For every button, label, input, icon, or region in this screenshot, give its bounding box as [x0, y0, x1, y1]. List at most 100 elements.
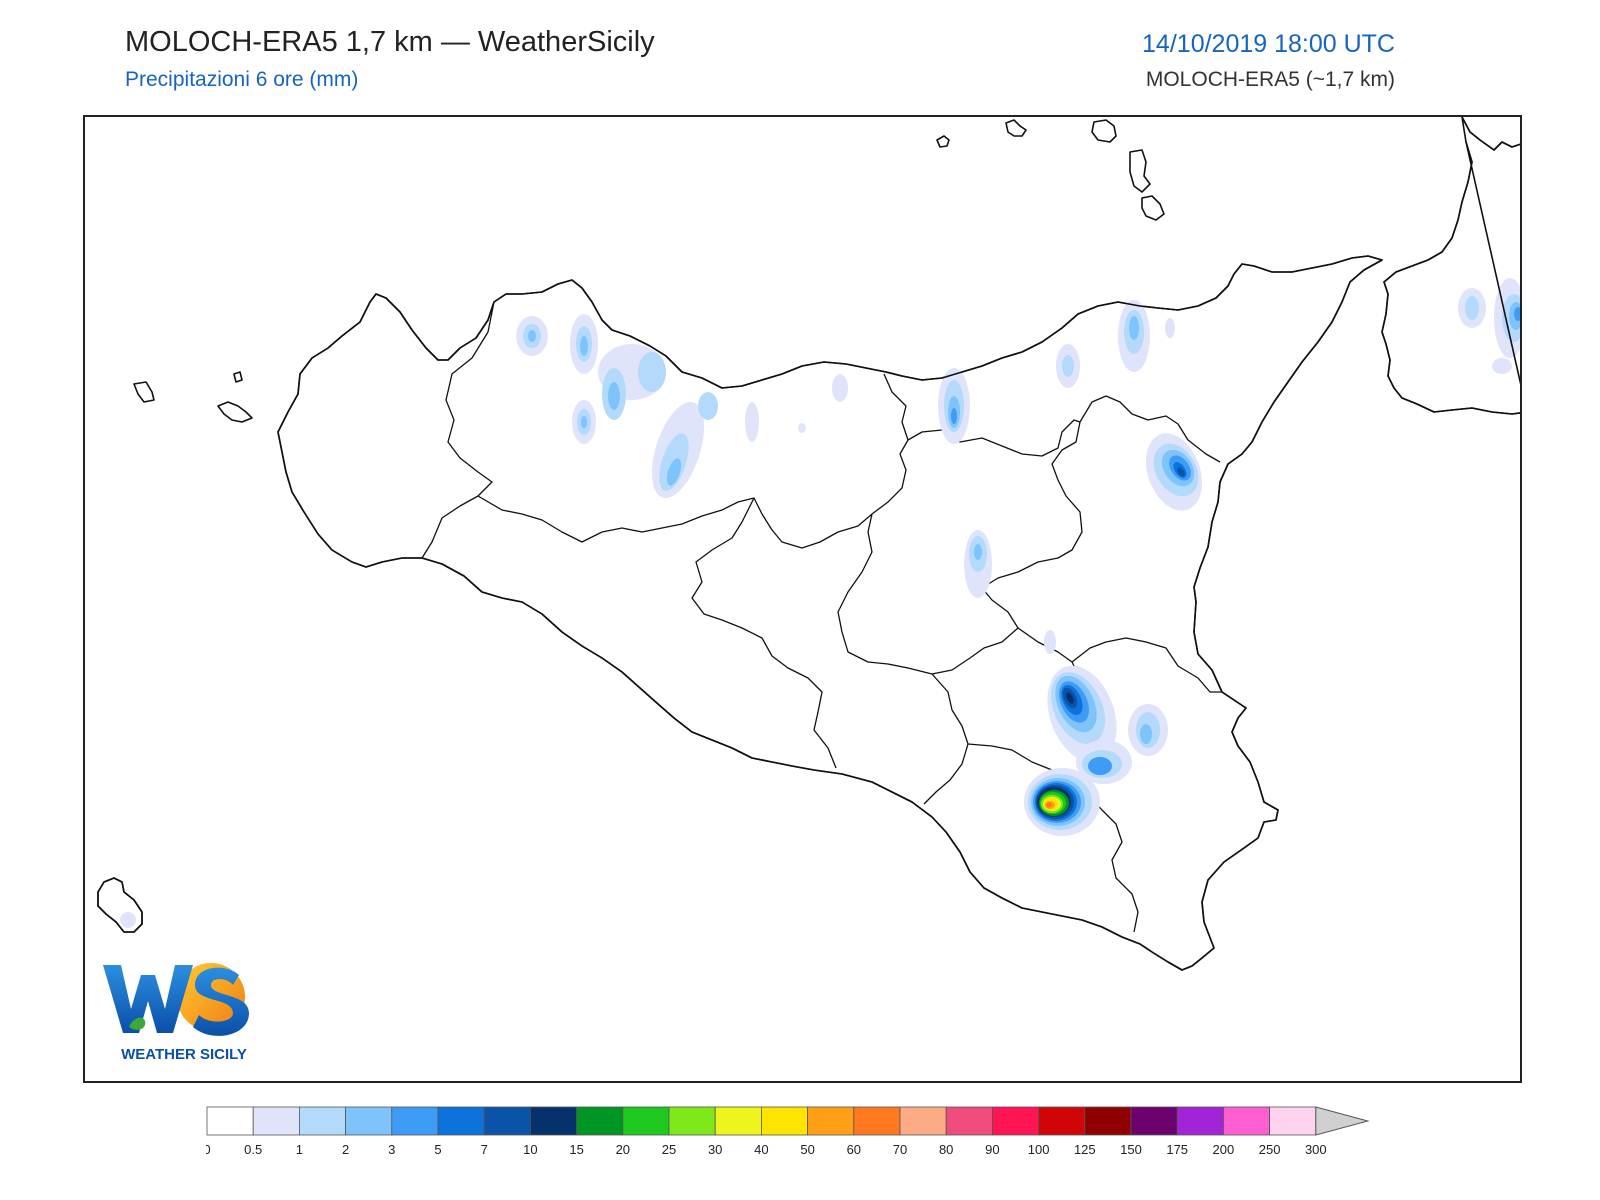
- precip-cell: [745, 402, 759, 442]
- colorbar-tick-label: 100: [1028, 1142, 1050, 1157]
- precip-cell: [1088, 757, 1112, 775]
- precipitation-colorbar: 0 0.5 1 2 3 5 7 10 15 20 25 30 40 50 60 70 80 90 100 125 150…: [206, 1106, 1370, 1157]
- island-ustica: [133, 381, 155, 403]
- colorbar-tick-label: 7: [481, 1142, 488, 1157]
- precip-cell: [581, 416, 587, 428]
- map-subtitle: Precipitazioni 6 ore (mm): [125, 68, 359, 91]
- precip-cell: [832, 374, 848, 402]
- map-canvas: [97, 117, 1520, 971]
- colorbar-swatch: [391, 1106, 439, 1136]
- colorbar-tick-label: 50: [800, 1142, 814, 1157]
- colorbar-swatch: [1038, 1106, 1086, 1136]
- island-filicudi: [1005, 119, 1027, 137]
- logo-s-letter: [193, 967, 249, 1036]
- island-salina: [1091, 119, 1117, 143]
- colorbar-swatch: [668, 1106, 716, 1136]
- island-alicudi: [936, 135, 950, 148]
- precip-cell: [120, 912, 136, 928]
- colorbar-swatch: [1084, 1106, 1132, 1136]
- precip-cell: [1165, 318, 1175, 338]
- colorbar-tick-label: 20: [616, 1142, 630, 1157]
- colorbar-tick-label: 15: [569, 1142, 583, 1157]
- island-vulcano: [1141, 195, 1165, 221]
- colorbar-tick-label: 300: [1305, 1142, 1327, 1157]
- colorbar-tick-label: 40: [754, 1142, 768, 1157]
- colorbar-tick-label: 0.5: [244, 1142, 262, 1157]
- colorbar-swatch: [483, 1106, 531, 1136]
- precip-cell: [1514, 307, 1520, 321]
- coastline-overlay: [97, 117, 1520, 971]
- map-title: MOLOCH-ERA5 1,7 km — WeatherSicily: [125, 26, 655, 58]
- logo-w-letter: [103, 965, 193, 1033]
- colorbar-swatch: [807, 1106, 855, 1136]
- colorbar-swatch: [437, 1106, 485, 1136]
- colorbar-swatch: [345, 1106, 393, 1136]
- logo-wordmark: WEATHER SICILY: [121, 1046, 247, 1063]
- precip-cell: [1129, 316, 1139, 340]
- island-lipari: [1129, 149, 1151, 193]
- colorbar-swatch: [1130, 1106, 1178, 1136]
- colorbar-tick-label: 0: [206, 1142, 211, 1157]
- precip-cell: [580, 336, 588, 356]
- precip-cell: [698, 392, 718, 420]
- colorbar-swatch: [576, 1106, 624, 1136]
- colorbar-swatch: [945, 1106, 993, 1136]
- precip-cell: [1044, 630, 1056, 654]
- colorbar-swatch: [206, 1106, 254, 1136]
- colorbar-tick-label: 10: [523, 1142, 537, 1157]
- valid-datetime: 14/10/2019 18:00 UTC: [1142, 30, 1395, 58]
- colorbar-tick-label: 30: [708, 1142, 722, 1157]
- precip-cell: [798, 423, 806, 433]
- colorbar-tick-label: 3: [388, 1142, 395, 1157]
- island-favignana-small: [233, 371, 243, 383]
- colorbar-tick-label: 25: [662, 1142, 676, 1157]
- colorbar-tick-label: 250: [1259, 1142, 1281, 1157]
- colorbar-swatch: [252, 1106, 300, 1136]
- colorbar-tick-label: 60: [847, 1142, 861, 1157]
- colorbar-tick-label: 90: [985, 1142, 999, 1157]
- colorbar-tick-label: 2: [342, 1142, 349, 1157]
- colorbar-swatch: [899, 1106, 947, 1136]
- precip-cell: [1465, 296, 1479, 320]
- colorbar-swatch: [1223, 1106, 1271, 1136]
- colorbar-tick-label: 200: [1213, 1142, 1235, 1157]
- colorbar-extend-arrow: [1315, 1106, 1370, 1136]
- colorbar-tick-label: 80: [939, 1142, 953, 1157]
- precip-cell: [1062, 355, 1074, 377]
- island-pantelleria: [97, 877, 143, 933]
- colorbar-swatch: [853, 1106, 901, 1136]
- colorbar-tick-label: 5: [434, 1142, 441, 1157]
- colorbar-swatch: [529, 1106, 577, 1136]
- colorbar-tick-label: 1: [296, 1142, 303, 1157]
- precip-cell: [974, 544, 982, 560]
- map-panel: WEATHER SICILY: [83, 115, 1522, 1083]
- precip-cell: [1046, 802, 1052, 808]
- precip-cell: [951, 408, 957, 424]
- colorbar-swatch: [1269, 1106, 1317, 1136]
- precip-cell: [1177, 467, 1185, 477]
- sicily-leaf-icon: [129, 1017, 146, 1030]
- island-levanzo: [217, 401, 253, 423]
- colorbar-swatch: [299, 1106, 347, 1136]
- colorbar-swatch: [622, 1106, 670, 1136]
- precip-cell: [528, 330, 536, 342]
- colorbar-swatches: [206, 1106, 1317, 1136]
- colorbar-tick-labels: 0 0.5 1 2 3 5 7 10 15 20 25 30 40 50 60 70 80 90 100 125 150…: [206, 1142, 1327, 1157]
- weather-sicily-logo: WEATHER SICILY: [103, 963, 249, 1063]
- precip-cell: [1066, 692, 1074, 704]
- precip-cell: [608, 382, 620, 410]
- colorbar-tick-label: 70: [893, 1142, 907, 1157]
- precip-cell: [666, 458, 682, 486]
- colorbar-tick-label: 175: [1166, 1142, 1188, 1157]
- precip-cell: [638, 352, 666, 392]
- precip-cell: [1140, 724, 1152, 744]
- precipitation-field: [120, 278, 1520, 928]
- model-label: MOLOCH-ERA5 (~1,7 km): [1145, 68, 1395, 91]
- colorbar-tick-label: 150: [1120, 1142, 1142, 1157]
- colorbar-swatch: [761, 1106, 809, 1136]
- colorbar-swatch: [1176, 1106, 1224, 1136]
- colorbar-swatch: [992, 1106, 1040, 1136]
- colorbar-swatch: [714, 1106, 762, 1136]
- colorbar-tick-label: 125: [1074, 1142, 1096, 1157]
